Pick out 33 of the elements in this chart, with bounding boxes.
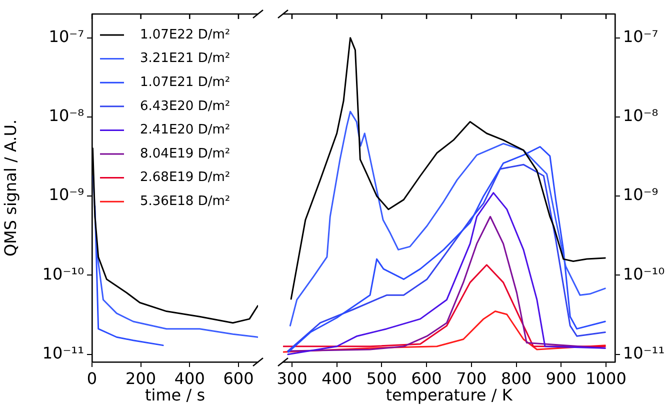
y-tick-label: 10⁻¹⁰	[42, 264, 84, 284]
x-axis-title: temperature / K	[386, 386, 513, 405]
x-tick-label: 400	[174, 368, 205, 388]
y-tick-label: 10⁻⁷	[623, 26, 658, 46]
x-tick-label: 0	[86, 368, 98, 388]
x-tick-label: 400	[322, 368, 352, 388]
legend-label: 1.07E22 D/m²	[140, 27, 230, 42]
legend-label: 3.21E21 D/m²	[140, 51, 230, 66]
legend-label: 8.04E19 D/m²	[140, 146, 230, 162]
x-tick-label: 300	[276, 368, 308, 388]
x-tick-label: 600	[223, 368, 254, 388]
x-axis-title: time / s	[144, 386, 206, 405]
legend-label: 6.43E20 D/m²	[140, 98, 230, 114]
x-tick-label: 200	[126, 368, 156, 388]
y-tick-label: 10⁻⁹	[48, 185, 84, 204]
y-tick-label: 10⁻⁷	[48, 26, 84, 46]
legend-label: 2.41E20 D/m²	[140, 122, 230, 138]
y-tick-label: 10⁻¹¹	[42, 343, 84, 362]
x-tick-label: 800	[501, 368, 532, 388]
x-tick-label: 1000	[586, 368, 626, 388]
y-tick-label: 10⁻¹¹	[623, 343, 665, 362]
legend-label: 2.68E19 D/m²	[140, 170, 230, 186]
legend-label: 1.07E21 D/m²	[140, 74, 230, 90]
y-axis-title: QMS signal / A.U.	[0, 119, 20, 257]
x-tick-label: 600	[411, 368, 442, 388]
y-tick-label: 10⁻¹⁰	[623, 264, 665, 284]
y-tick-label: 10⁻⁸	[48, 106, 84, 126]
x-tick-label: 900	[546, 368, 576, 388]
legend-label: 5.36E18 D/m²	[140, 194, 230, 209]
x-tick-label: 700	[456, 368, 487, 388]
x-tick-label: 500	[366, 368, 397, 388]
y-tick-label: 10⁻⁸	[623, 106, 658, 126]
y-tick-label: 10⁻⁹	[623, 185, 658, 204]
